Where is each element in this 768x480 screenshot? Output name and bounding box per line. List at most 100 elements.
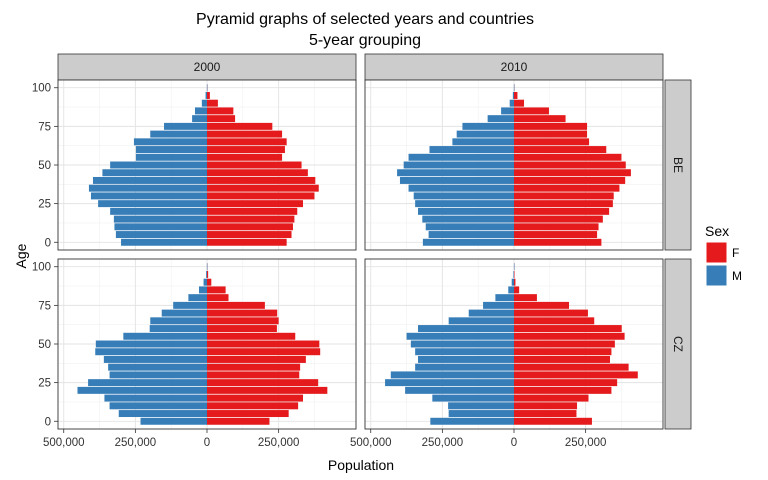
bar-F-age-10 xyxy=(207,223,293,231)
bar-F-age-15 xyxy=(514,394,589,402)
bar-F-age-95 xyxy=(207,270,209,278)
bar-F-age-60 xyxy=(207,146,285,154)
bar-F-age-45 xyxy=(514,169,631,177)
bar-M-age-75 xyxy=(462,122,514,130)
bar-F-age-30 xyxy=(207,371,300,379)
bar-M-age-40 xyxy=(103,355,207,363)
bar-M-age-25 xyxy=(98,200,207,208)
bar-F-age-85 xyxy=(514,107,549,115)
bar-M-age-70 xyxy=(468,309,514,317)
bar-M-age-0 xyxy=(422,238,514,246)
bar-M-age-100 xyxy=(513,263,515,271)
bar-M-age-40 xyxy=(92,176,207,184)
bar-M-age-95 xyxy=(205,91,207,99)
bar-M-age-25 xyxy=(385,379,514,387)
bar-F-age-20 xyxy=(207,386,328,394)
y-tick-label: 75 xyxy=(38,121,51,133)
bar-M-age-95 xyxy=(512,91,514,99)
bar-F-age-35 xyxy=(514,363,629,371)
bar-M-age-85 xyxy=(501,107,514,115)
bar-F-age-5 xyxy=(514,231,598,239)
legend-title: Sex xyxy=(705,223,729,239)
bar-M-age-100 xyxy=(513,84,515,92)
bar-M-age-85 xyxy=(198,286,207,294)
x-tick-label: 500,000 xyxy=(350,437,392,449)
panel-BE-2000: 0 25 50 75 100 xyxy=(32,79,357,251)
bar-F-age-65 xyxy=(207,317,279,325)
bar-F-age-10 xyxy=(514,223,599,231)
bar-F-age-80 xyxy=(207,115,236,123)
bar-M-age-35 xyxy=(88,184,207,192)
bar-F-age-0 xyxy=(514,417,592,425)
bar-M-age-55 xyxy=(123,332,207,340)
y-tick-label: 0 xyxy=(45,237,51,249)
bar-M-age-65 xyxy=(133,138,207,146)
bar-M-age-5 xyxy=(118,410,207,418)
bar-M-age-0 xyxy=(140,417,207,425)
bar-F-age-60 xyxy=(207,325,277,333)
panel-border xyxy=(364,79,664,251)
bar-F-age-50 xyxy=(207,340,320,348)
bar-M-age-0 xyxy=(430,417,514,425)
bar-F-age-65 xyxy=(514,138,590,146)
bar-F-age-80 xyxy=(514,115,566,123)
bar-M-age-50 xyxy=(95,340,207,348)
bar-M-age-35 xyxy=(408,184,514,192)
bar-M-age-100 xyxy=(206,84,208,92)
bar-F-age-35 xyxy=(207,184,319,192)
x-tick-label: 250,000 xyxy=(258,437,300,449)
bar-F-age-50 xyxy=(207,161,302,169)
bar-M-age-90 xyxy=(201,99,207,107)
x-tick-label: 0 xyxy=(204,437,210,449)
bar-M-age-45 xyxy=(95,348,207,356)
bar-M-age-70 xyxy=(150,130,207,138)
bar-M-age-40 xyxy=(418,355,514,363)
bar-F-age-65 xyxy=(514,317,595,325)
bar-M-age-45 xyxy=(102,169,207,177)
bar-M-age-95 xyxy=(513,270,514,278)
bar-F-age-25 xyxy=(207,379,319,387)
facet-strip-CZ xyxy=(664,258,692,430)
bar-F-age-95 xyxy=(514,270,515,278)
facet-panels: 2000 2010 BE CZ 0 25 50 75 100 0 25 50 75 100 500,000 2… xyxy=(32,53,692,449)
bar-F-age-60 xyxy=(514,146,607,154)
bar-F-age-0 xyxy=(207,238,287,246)
facet-strip-label: 2000 xyxy=(194,60,221,74)
bar-F-age-95 xyxy=(207,91,210,99)
legend-label-m: M xyxy=(732,269,742,283)
x-axis-title: Population xyxy=(328,457,394,473)
bar-F-age-50 xyxy=(514,340,615,348)
legend-swatch-m xyxy=(705,264,728,287)
bar-M-age-90 xyxy=(509,99,514,107)
facet-strip-label: BE xyxy=(671,157,685,173)
bar-M-age-5 xyxy=(428,231,514,239)
bar-F-age-90 xyxy=(207,278,212,286)
bar-F-age-0 xyxy=(207,417,270,425)
bar-M-age-60 xyxy=(135,146,207,154)
panel-CZ-2000: 0 25 50 75 100 500,000 250,000 0 250,000 xyxy=(32,258,357,449)
bar-F-age-40 xyxy=(207,176,316,184)
bar-M-age-90 xyxy=(203,278,207,286)
bar-M-age-0 xyxy=(121,238,207,246)
bar-M-age-20 xyxy=(110,207,207,215)
bar-M-age-80 xyxy=(188,294,207,302)
bar-F-age-20 xyxy=(514,386,612,394)
bar-M-age-20 xyxy=(77,386,207,394)
bar-M-age-50 xyxy=(403,161,514,169)
bar-F-age-90 xyxy=(207,99,218,107)
bar-F-age-80 xyxy=(207,294,229,302)
bar-F-age-0 xyxy=(514,238,602,246)
bar-F-age-90 xyxy=(514,99,525,107)
bar-F-age-70 xyxy=(207,130,283,138)
bar-F-age-50 xyxy=(514,161,626,169)
bar-M-age-90 xyxy=(511,278,514,286)
bar-M-age-65 xyxy=(150,317,207,325)
bar-F-age-95 xyxy=(514,91,518,99)
bar-F-age-40 xyxy=(514,176,626,184)
bar-M-age-5 xyxy=(448,410,514,418)
bar-F-age-70 xyxy=(207,309,278,317)
bar-F-age-35 xyxy=(207,363,301,371)
chart-title: Pyramid graphs of selected years and cou… xyxy=(196,11,534,28)
y-tick-label: 50 xyxy=(38,339,51,351)
facet-strip-2000 xyxy=(57,53,357,81)
